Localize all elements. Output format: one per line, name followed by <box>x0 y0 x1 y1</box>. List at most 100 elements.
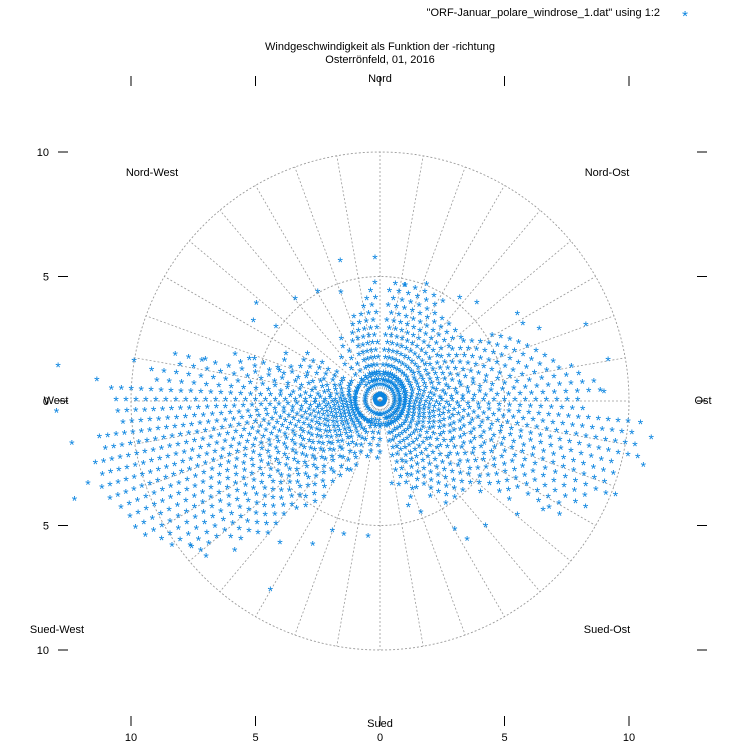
data-point: * <box>325 409 331 425</box>
data-point: * <box>303 406 309 422</box>
data-point: * <box>394 414 400 430</box>
data-point: * <box>390 401 396 417</box>
data-point: * <box>496 398 502 414</box>
data-point: * <box>368 284 374 300</box>
data-point: * <box>212 445 218 461</box>
data-point: * <box>270 475 276 491</box>
data-point: * <box>573 495 579 511</box>
data-point: * <box>276 435 282 451</box>
data-point: * <box>466 385 472 401</box>
data-point: * <box>455 459 461 475</box>
data-point: * <box>323 424 329 440</box>
data-point: * <box>186 351 192 367</box>
data-point: * <box>306 471 312 487</box>
data-point: * <box>169 430 175 446</box>
data-point: * <box>426 402 432 418</box>
data-point: * <box>539 372 545 388</box>
data-point: * <box>413 374 419 390</box>
data-point: * <box>381 373 387 389</box>
data-point: * <box>434 357 440 373</box>
data-point: * <box>318 374 324 390</box>
data-point: * <box>369 416 375 432</box>
data-point: * <box>520 445 526 461</box>
data-point: * <box>376 398 382 414</box>
data-point: * <box>234 484 240 500</box>
data-point: * <box>381 379 387 395</box>
data-point: * <box>395 385 401 401</box>
grid-spoke <box>379 400 505 617</box>
data-point: * <box>331 444 337 460</box>
data-point: * <box>379 398 385 414</box>
data-point: * <box>457 454 463 470</box>
data-point: * <box>405 409 411 425</box>
data-point: * <box>223 400 229 416</box>
data-point: * <box>299 400 305 416</box>
data-point: * <box>265 527 271 543</box>
data-point: * <box>355 414 361 430</box>
data-point: * <box>557 433 563 449</box>
data-point: * <box>298 430 304 446</box>
data-point: * <box>248 387 254 403</box>
data-point: * <box>402 394 408 410</box>
data-point: * <box>148 383 154 399</box>
data-point: * <box>566 410 572 426</box>
data-point: * <box>564 369 570 385</box>
data-point: * <box>306 419 312 435</box>
data-point: * <box>201 409 207 425</box>
data-point: * <box>390 337 396 353</box>
data-point: * <box>447 419 453 435</box>
data-point: * <box>150 512 156 528</box>
data-point: * <box>442 463 448 479</box>
data-point: * <box>375 397 381 413</box>
data-point: * <box>176 476 182 492</box>
data-point: * <box>384 406 390 422</box>
data-point: * <box>321 396 327 412</box>
data-point: * <box>93 456 99 472</box>
data-point: * <box>361 354 367 370</box>
data-point: * <box>236 418 242 434</box>
data-point: * <box>196 532 202 548</box>
data-point: * <box>478 485 484 501</box>
data-point: * <box>355 404 361 420</box>
data-point: * <box>407 396 413 412</box>
data-point: * <box>402 396 408 412</box>
data-point: * <box>281 406 287 422</box>
data-point: * <box>390 408 396 424</box>
data-point: * <box>538 436 544 452</box>
data-point: * <box>392 361 398 377</box>
data-point: * <box>376 373 382 389</box>
data-point: * <box>491 393 497 409</box>
data-point: * <box>353 459 359 475</box>
data-point: * <box>175 510 181 526</box>
data-point: * <box>108 465 114 481</box>
data-point: * <box>225 472 231 488</box>
data-point: * <box>149 363 155 379</box>
data-point: * <box>520 412 526 428</box>
data-point: * <box>208 431 214 447</box>
data-point: * <box>427 372 433 388</box>
data-point: * <box>372 394 378 410</box>
data-point: * <box>303 467 309 483</box>
data-point: * <box>368 321 374 337</box>
data-point: * <box>311 459 317 475</box>
data-point: * <box>430 446 436 462</box>
data-point: * <box>361 412 367 428</box>
data-point: * <box>369 375 375 391</box>
data-point: * <box>379 388 385 404</box>
data-point: * <box>283 414 289 430</box>
data-point: * <box>375 336 381 352</box>
data-point: * <box>232 347 238 363</box>
data-point: * <box>290 385 296 401</box>
data-point: * <box>458 422 464 438</box>
data-point: * <box>302 456 308 472</box>
data-point: * <box>466 467 472 483</box>
data-point: * <box>290 434 296 450</box>
data-point: * <box>267 450 273 466</box>
data-point: * <box>315 429 321 445</box>
data-point: * <box>396 376 402 392</box>
data-point: * <box>524 419 530 435</box>
data-point: * <box>348 397 354 413</box>
data-point: * <box>361 300 367 316</box>
data-point: * <box>391 424 397 440</box>
legend-marker: * <box>682 8 688 25</box>
